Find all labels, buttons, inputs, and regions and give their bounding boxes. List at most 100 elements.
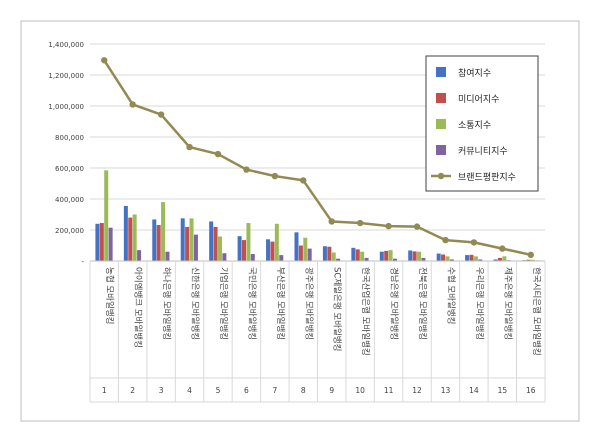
line-point-4 [186,143,193,151]
category-number-label: 16 [526,386,536,395]
bar-1-15 [493,259,498,261]
legend-line-marker [437,172,445,180]
bar-2-16 [526,259,531,261]
bar-2-8 [298,245,303,261]
bar-2-12 [412,251,417,261]
category-number-label: 1 [102,386,107,395]
bar-2-3 [156,225,161,261]
bar-1-3 [152,219,157,261]
bar-1-9 [322,246,327,261]
bar-3-15 [502,256,507,261]
y-tick-label: 400,000 [55,196,84,204]
category-number-label: 14 [469,386,479,395]
bar-2-4 [185,226,190,261]
line-point-15 [499,245,506,252]
category-name-label: 우리은행 모바일뱅킹 [474,267,485,340]
bar-2-5 [213,226,218,261]
bar-4-12 [421,257,426,261]
bar-4-3 [165,251,170,261]
category-number-label: 13 [441,386,451,395]
bar-1-7 [266,239,271,261]
bar-2-14 [469,254,474,261]
bar-3-6 [246,223,251,261]
bar-4-10 [364,257,369,261]
brand-index-line [103,59,532,257]
category-number-label: 4 [187,386,192,395]
y-tick-label: 200,000 [55,227,84,235]
line-point-7 [271,172,279,180]
category-number-label: 9 [329,386,334,395]
category-name-label: 신한은행 모바일뱅킹 [190,267,201,340]
category-number-label: 8 [301,386,306,395]
bar-2-9 [327,246,332,261]
category-name-label: 농협 모바일뱅킹 [104,267,115,324]
bar-1-2 [123,205,128,261]
bar-3-12 [417,251,422,261]
line-point-8 [300,177,307,184]
bar-3-16 [530,259,535,261]
bar-2-7 [270,241,275,261]
bar-4-11 [392,258,397,261]
bar-3-1 [104,170,109,261]
category-number-label: 10 [355,386,365,395]
bar-3-13 [445,256,450,261]
bar-1-10 [351,247,356,261]
bar-1-12 [408,250,413,261]
category-name-label: 수협 모바일뱅킹 [445,267,456,324]
bar-2-10 [355,249,360,261]
bar-marks [95,170,540,261]
bar-3-11 [388,250,393,261]
category-name-label: 아이엠뱅크 모바일뱅킹 [133,267,144,348]
category-name-label: 하나은행 모바일뱅킹 [161,267,172,340]
bar-1-1 [95,223,100,261]
category-number-label: 15 [498,386,508,395]
bar-1-8 [294,232,299,261]
category-name-label: SC제일은행 모바일뱅킹 [332,267,343,351]
bar-2-1 [99,223,104,261]
legend-swatch [436,119,446,129]
category-name-label: 국민은행 모바일뱅킹 [246,267,257,340]
bar-1-11 [379,251,384,261]
line-point-3 [157,111,165,118]
category-name-label: 한국산업은행 모바일뱅킹 [360,267,371,356]
bar-3-7 [274,223,279,261]
line-point-14 [470,239,478,246]
legend-label: 커뮤니티지수 [458,146,508,157]
bar-1-6 [237,236,242,261]
bar-1-5 [209,221,214,261]
category-name-label: 기업은행 모바일뱅킹 [218,267,229,340]
line-point-6 [243,166,250,173]
legend-label: 참여지수 [458,67,491,79]
category-name-label: 광주은행 모바일뱅킹 [303,267,314,340]
category-number-label: 6 [244,386,249,395]
line-series [101,57,534,258]
category-number-label: 2 [130,386,135,395]
legend-label: 브랜드평판지수 [458,172,516,183]
category-number-label: 7 [272,386,277,395]
legend-swatch [436,67,446,77]
bar-4-6 [250,254,255,261]
y-tick-label: - [81,258,84,266]
bar-4-1 [108,227,113,261]
bar-2-13 [441,254,446,261]
line-point-16 [527,251,534,258]
y-tick-label: 1,400,000 [48,41,84,49]
bar-3-8 [303,237,308,261]
bar-3-2 [132,214,137,261]
y-tick-label: 1,000,000 [48,103,84,111]
bar-2-2 [128,217,133,261]
bar-3-14 [473,256,478,261]
bar-4-9 [336,258,341,261]
bar-3-10 [360,251,365,261]
bar-1-14 [465,255,470,261]
line-point-2 [129,101,136,108]
bar-3-4 [189,218,194,261]
line-point-9 [328,218,335,225]
category-name-label: 부산은행 모바일뱅킹 [275,267,286,340]
category-name-label: 제주은행 모바일뱅킹 [502,267,513,340]
category-number-label: 5 [216,386,221,395]
bar-1-4 [180,218,185,261]
bar-3-9 [331,252,336,261]
